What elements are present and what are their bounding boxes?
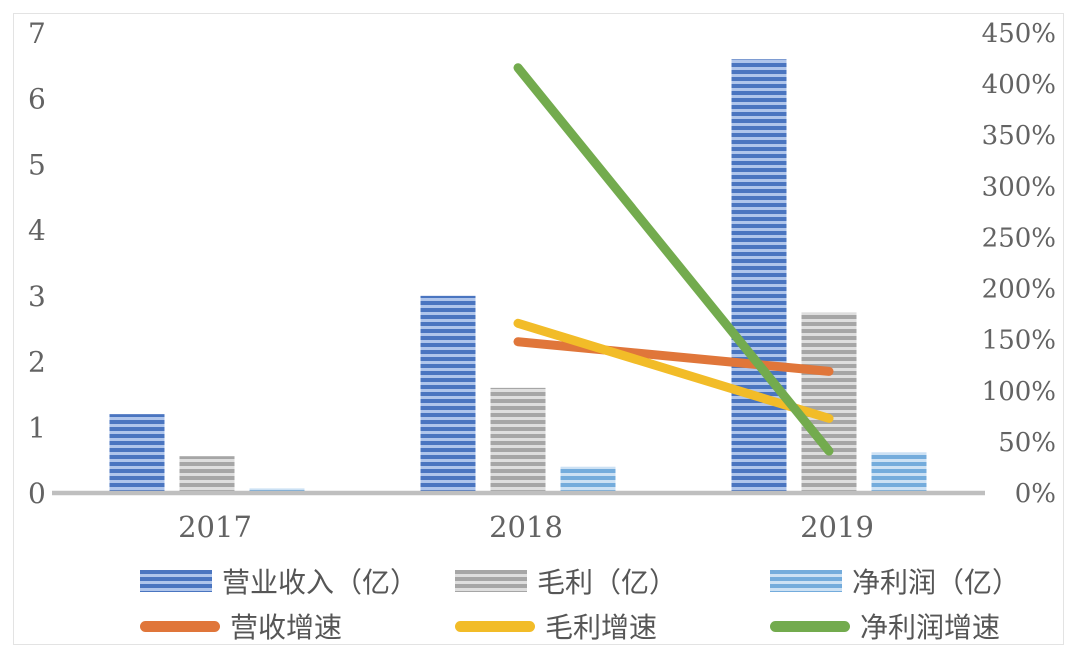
right-axis-tick-label: 450%	[982, 19, 1056, 49]
left-axis-tick-label: 0	[28, 477, 46, 510]
legend-swatch-gross-profit-growth	[455, 620, 535, 632]
right-axis-tick-label: 50%	[998, 428, 1056, 458]
left-axis-tick-label: 6	[28, 83, 46, 116]
right-axis-tick-label: 300%	[982, 172, 1056, 202]
bar-net-profit-2019	[871, 452, 927, 493]
legend-label-gross-profit: 毛利（亿）	[537, 566, 678, 599]
line-net-profit-growth	[513, 63, 834, 456]
bar-gross-profit-2017	[179, 456, 235, 493]
legend-item-gross-profit: 毛利（亿）	[455, 561, 770, 601]
legend-item-revenue-growth: 营收增速	[140, 606, 455, 646]
right-axis-tick-label: 400%	[982, 70, 1056, 100]
category-label: 2017	[178, 510, 252, 544]
left-axis-tick-label: 5	[28, 148, 46, 181]
legend-swatch-revenue-growth	[140, 620, 220, 632]
right-axis-tick-label: 200%	[982, 275, 1056, 305]
left-axis-tick-label: 1	[28, 411, 46, 444]
legend-label-revenue: 营业收入（亿）	[222, 566, 419, 599]
left-axis-tick-label: 7	[28, 17, 46, 50]
bar-revenue-2018	[420, 295, 476, 493]
legend-row-lines: 营收增速 毛利增速 净利润增速	[140, 606, 1080, 646]
legend-swatch-revenue	[140, 570, 212, 592]
bar-net-profit-2018	[560, 466, 616, 493]
legend-item-revenue: 营业收入（亿）	[140, 561, 455, 601]
bar-revenue-2019	[731, 59, 787, 494]
line-gross-profit-growth	[513, 318, 834, 423]
legend-label-revenue-growth: 营收增速	[230, 611, 343, 644]
left-axis-tick-label: 4	[28, 214, 46, 247]
legend-item-gross-profit-growth: 毛利增速	[455, 606, 770, 646]
category-label: 2019	[800, 510, 874, 544]
legend-row-bars: 营业收入（亿） 毛利（亿） 净利润（亿）	[140, 561, 1080, 601]
legend-item-net-profit: 净利润（亿）	[770, 561, 1080, 601]
legend-swatch-net-profit-growth	[770, 620, 850, 632]
legend-label-net-profit: 净利润（亿）	[852, 566, 1021, 599]
bar-net-profit-2017	[249, 488, 305, 493]
right-axis-tick-label: 150%	[982, 326, 1056, 356]
right-axis-tick-label: 250%	[982, 223, 1056, 253]
bar-revenue-2017	[109, 414, 165, 493]
left-axis-tick-label: 3	[28, 280, 46, 313]
legend-label-net-profit-growth: 净利润增速	[860, 611, 1001, 644]
category-label: 2018	[489, 510, 563, 544]
legend-label-gross-profit-growth: 毛利增速	[545, 611, 658, 644]
legend-item-net-profit-growth: 净利润增速	[770, 606, 1080, 646]
legend-swatch-net-profit	[770, 570, 842, 592]
bar-gross-profit-2018	[490, 387, 546, 493]
left-axis-tick-label: 2	[28, 346, 46, 379]
right-axis-tick-label: 350%	[982, 121, 1056, 151]
right-axis-tick-label: 0%	[1015, 479, 1056, 509]
bar-gross-profit-2019	[801, 312, 857, 493]
line-revenue-growth	[513, 337, 834, 376]
right-axis-tick-label: 100%	[982, 377, 1056, 407]
legend-swatch-gross-profit	[455, 570, 527, 592]
